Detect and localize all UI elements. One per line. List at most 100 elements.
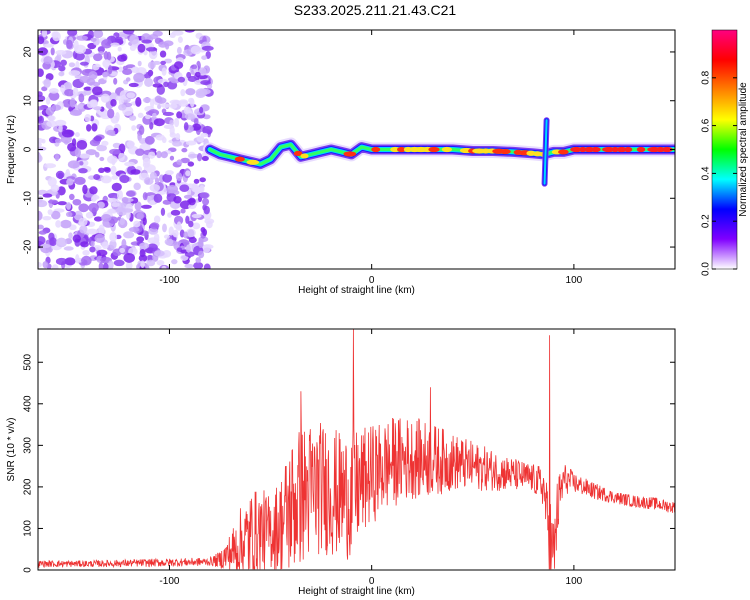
noise-blob xyxy=(149,200,156,206)
noise-blob xyxy=(173,215,184,225)
noise-blob xyxy=(170,79,180,84)
ridge-peak xyxy=(533,151,542,157)
noise-blob xyxy=(116,189,124,200)
noise-blob xyxy=(47,209,53,215)
y-tick-label: 500 xyxy=(23,353,34,370)
noise-blob xyxy=(38,36,45,45)
noise-blob xyxy=(178,100,189,107)
noise-blob xyxy=(90,99,98,108)
noise-blob xyxy=(38,142,42,147)
noise-blob xyxy=(172,140,183,147)
noise-blob xyxy=(136,212,144,220)
noise-blob xyxy=(118,66,124,73)
noise-blob xyxy=(131,66,140,74)
noise-blob xyxy=(196,135,205,143)
colorbar-scale xyxy=(711,29,738,270)
noise-blob xyxy=(107,260,114,269)
noise-blob xyxy=(93,216,103,222)
ridge-peak xyxy=(636,146,646,153)
colorbar-tick-label: 0.0 xyxy=(701,262,712,276)
noise-blob xyxy=(166,184,179,194)
noise-region xyxy=(38,30,215,269)
noise-blob xyxy=(93,135,103,142)
noise-blob xyxy=(147,61,156,69)
noise-blob xyxy=(183,194,193,199)
noise-blob xyxy=(42,261,49,269)
noise-blob xyxy=(78,203,89,213)
noise-blob xyxy=(80,241,89,248)
noise-blob xyxy=(68,62,76,68)
noise-blob xyxy=(153,233,160,242)
ridge-peak xyxy=(293,150,303,157)
noise-blob xyxy=(123,252,136,263)
noise-blob xyxy=(38,262,42,268)
noise-blob xyxy=(81,255,92,266)
noise-blob xyxy=(198,250,205,259)
noise-blob xyxy=(148,33,159,40)
noise-blob xyxy=(191,184,199,193)
noise-blob xyxy=(171,259,178,265)
noise-blob xyxy=(88,81,101,87)
noise-blob xyxy=(177,36,183,43)
noise-blob xyxy=(75,254,80,264)
noise-blob xyxy=(199,192,210,199)
noise-blob xyxy=(131,125,137,131)
noise-blob xyxy=(42,193,53,198)
noise-blob xyxy=(119,217,125,226)
noise-blob xyxy=(147,243,158,252)
y-tick-label: -10 xyxy=(23,191,34,206)
noise-blob xyxy=(176,159,183,165)
noise-blob xyxy=(128,82,139,88)
noise-blob xyxy=(64,88,75,97)
noise-blob xyxy=(69,109,82,116)
noise-blob xyxy=(161,136,167,144)
noise-blob xyxy=(38,110,42,117)
noise-blob xyxy=(46,120,57,128)
noise-blob xyxy=(43,56,53,65)
noise-blob xyxy=(72,87,79,97)
noise-blob xyxy=(167,212,172,218)
colorbar-tick-label: 0.2 xyxy=(701,214,712,228)
noise-blob xyxy=(185,170,191,177)
noise-blob xyxy=(179,184,190,192)
noise-blob xyxy=(134,201,142,211)
noise-blob xyxy=(185,88,196,96)
x-tick-label: -100 xyxy=(159,576,179,587)
y-tick-label: 10 xyxy=(23,95,34,107)
noise-blob xyxy=(73,40,79,51)
noise-blob xyxy=(183,122,189,131)
ridge-peak xyxy=(623,146,633,153)
noise-blob xyxy=(187,161,195,167)
noise-blob xyxy=(73,210,83,221)
noise-blob xyxy=(38,115,45,124)
noise-blob xyxy=(135,148,145,156)
noise-blob xyxy=(137,112,144,118)
noise-blob xyxy=(78,217,88,227)
noise-blob xyxy=(142,157,151,167)
noise-blob xyxy=(169,103,178,109)
noise-blob xyxy=(202,204,207,211)
noise-blob xyxy=(188,237,197,244)
noise-blob xyxy=(192,222,201,230)
noise-blob xyxy=(38,195,43,203)
noise-blob xyxy=(153,118,165,127)
spectrogram-y-axis-label: Frequency (Hz) xyxy=(6,115,17,184)
noise-blob xyxy=(148,151,156,159)
x-tick-label: 0 xyxy=(369,576,375,587)
noise-blob xyxy=(193,178,200,184)
noise-blob xyxy=(51,264,59,269)
noise-blob xyxy=(142,97,152,103)
noise-blob xyxy=(184,263,194,269)
noise-blob xyxy=(68,70,81,77)
noise-blob xyxy=(123,231,135,239)
noise-blob xyxy=(55,220,62,228)
ridge-peak xyxy=(396,146,407,153)
noise-blob xyxy=(74,132,80,138)
noise-blob xyxy=(47,199,59,204)
noise-blob xyxy=(93,174,101,181)
noise-blob xyxy=(194,71,201,78)
noise-blob xyxy=(68,193,75,201)
noise-blob xyxy=(176,46,182,55)
noise-blob xyxy=(136,236,145,243)
noise-blob xyxy=(79,61,89,66)
